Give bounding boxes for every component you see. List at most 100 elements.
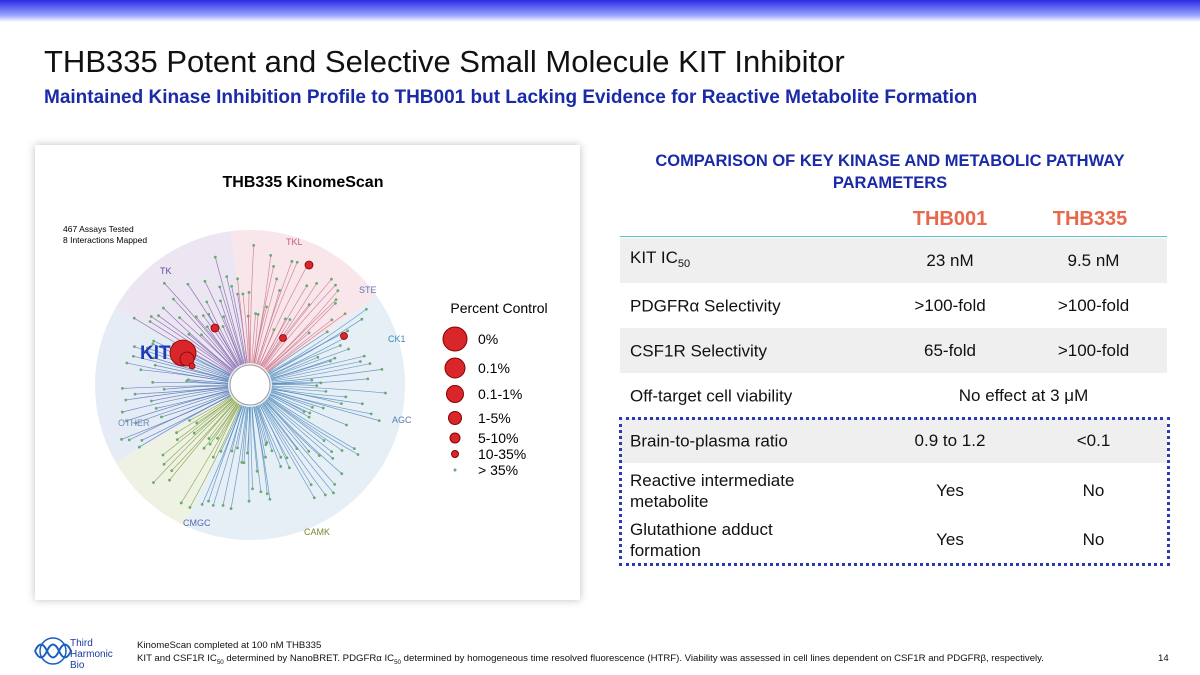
legend-label: > 35% bbox=[478, 462, 518, 478]
branch bbox=[267, 397, 343, 451]
leaf bbox=[256, 313, 260, 316]
cell: No bbox=[1082, 480, 1105, 500]
leaf bbox=[302, 410, 306, 414]
branch bbox=[266, 319, 333, 372]
row-label: Glutathione adduct formation bbox=[630, 519, 840, 561]
branch bbox=[122, 389, 229, 413]
cell: >100-fold bbox=[1057, 295, 1130, 315]
branch bbox=[255, 405, 268, 443]
leaf bbox=[295, 260, 299, 264]
leaf bbox=[188, 506, 192, 509]
leaf bbox=[192, 431, 196, 435]
leaf bbox=[229, 507, 233, 510]
leaf bbox=[236, 277, 239, 281]
table-row: PDGFRα Selectivity >100-fold >100-fold bbox=[620, 283, 1167, 328]
branch bbox=[271, 385, 386, 394]
branch bbox=[122, 385, 229, 389]
logo-mark bbox=[34, 637, 72, 665]
branch bbox=[208, 314, 240, 367]
leaf bbox=[186, 378, 190, 382]
leaf bbox=[308, 411, 312, 415]
leaf bbox=[330, 318, 334, 322]
branch bbox=[264, 290, 339, 370]
branch bbox=[265, 400, 320, 456]
branch bbox=[264, 401, 310, 452]
branch bbox=[267, 313, 346, 373]
leaf bbox=[317, 454, 321, 457]
branch bbox=[151, 316, 233, 373]
leaf bbox=[321, 406, 325, 410]
branch bbox=[152, 343, 230, 377]
note-text: KIT and CSF1R IC bbox=[137, 653, 217, 664]
branch bbox=[226, 276, 246, 364]
table-row: Glutathione adduct formation Yes No bbox=[620, 518, 1167, 561]
leaf bbox=[205, 300, 209, 304]
leaf bbox=[284, 317, 287, 321]
legend-dot bbox=[451, 450, 459, 458]
leaf bbox=[195, 421, 199, 425]
branch bbox=[270, 393, 347, 426]
leaf bbox=[211, 503, 215, 507]
leaf bbox=[170, 469, 174, 473]
row-label: PDGFRα Selectivity bbox=[630, 295, 840, 316]
leaf bbox=[194, 315, 198, 319]
legend-label: 10-35% bbox=[478, 446, 526, 462]
label-text: Glutathione adduct formation bbox=[630, 519, 773, 560]
branch bbox=[169, 401, 237, 481]
cell: 0.9 to 1.2 bbox=[914, 430, 986, 450]
legend-label: 1-5% bbox=[478, 410, 511, 426]
branch bbox=[180, 403, 240, 504]
leaf bbox=[285, 456, 289, 460]
branch bbox=[153, 340, 231, 377]
branch bbox=[241, 406, 249, 463]
logo-line: Harmonic bbox=[70, 649, 113, 660]
leaf bbox=[307, 415, 311, 419]
leaf bbox=[336, 289, 340, 293]
leaf bbox=[133, 345, 136, 349]
leaf bbox=[316, 355, 320, 359]
leaf bbox=[295, 447, 299, 451]
branch bbox=[250, 406, 253, 489]
leaf bbox=[207, 437, 211, 440]
legend-label: 0.1% bbox=[478, 360, 510, 376]
branch bbox=[171, 401, 236, 471]
family-label: TKL bbox=[286, 237, 303, 247]
branch bbox=[248, 292, 251, 364]
legend-dot bbox=[453, 468, 457, 472]
branch bbox=[269, 394, 305, 412]
branch bbox=[209, 403, 238, 445]
branch bbox=[179, 317, 235, 371]
note-text: determined by homogeneous time resolved … bbox=[401, 653, 1044, 664]
branch bbox=[271, 382, 321, 385]
leaf bbox=[272, 265, 275, 268]
leaf bbox=[333, 301, 337, 305]
branch bbox=[193, 399, 234, 434]
leaf bbox=[200, 333, 203, 337]
branch bbox=[257, 405, 282, 467]
highlight-label: KIT bbox=[140, 343, 171, 364]
leaf bbox=[186, 282, 190, 286]
row-label: Reactive intermediate metabolite bbox=[630, 470, 840, 512]
leaf bbox=[236, 446, 239, 450]
branch bbox=[208, 402, 237, 439]
footnote: KIT and CSF1R IC50 determined by NanoBRE… bbox=[137, 653, 1044, 666]
branch bbox=[223, 316, 243, 365]
branch bbox=[267, 331, 328, 373]
cell: <0.1 bbox=[1076, 430, 1111, 450]
branch bbox=[255, 278, 278, 364]
logo-text: Third Harmonic Bio bbox=[70, 638, 113, 671]
branch bbox=[253, 406, 268, 494]
hit bbox=[340, 332, 348, 340]
hit bbox=[304, 260, 314, 270]
leaf bbox=[200, 503, 204, 506]
branch bbox=[141, 394, 231, 441]
cell: Yes bbox=[936, 529, 964, 549]
leaf bbox=[345, 423, 348, 427]
branch bbox=[251, 313, 256, 364]
family-label: CAMK bbox=[304, 527, 330, 537]
leaf bbox=[149, 315, 153, 318]
legend-label: 0% bbox=[478, 331, 498, 347]
branch bbox=[259, 264, 309, 366]
family-label: CMGC bbox=[183, 518, 211, 528]
